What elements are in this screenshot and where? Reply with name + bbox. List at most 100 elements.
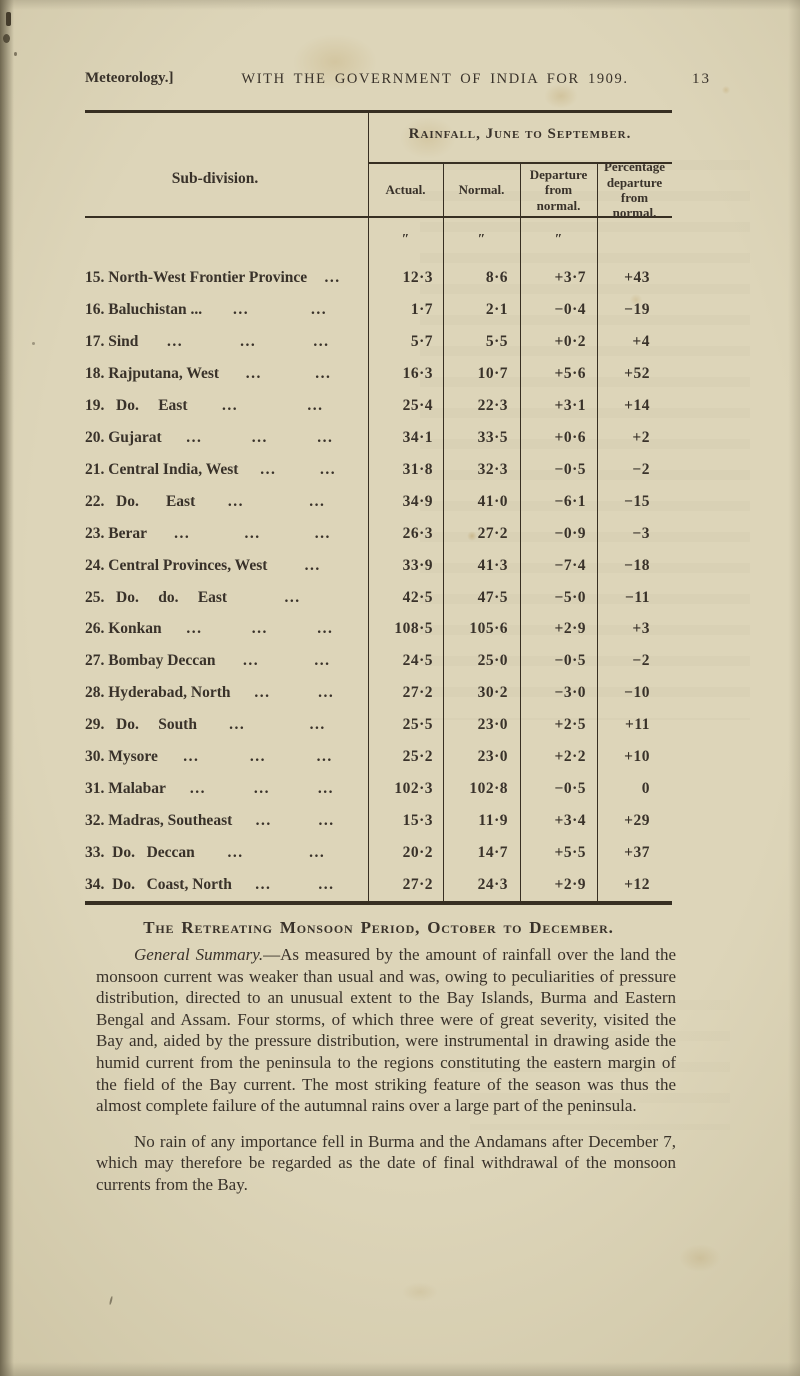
value-percent: +4 <box>632 332 650 350</box>
dot-leader: ... <box>324 268 341 286</box>
section-heading: The Retreating Monsoon Period, October t… <box>143 918 614 937</box>
subdivision-name: 27. Bombay Deccan <box>85 652 216 670</box>
value-actual: 15·3 <box>402 812 433 830</box>
running-head-title: WITH THE GOVERNMENT OF INDIA FOR 1909. <box>241 71 629 87</box>
subdivision-name: 15. North-West Frontier Province <box>85 268 308 286</box>
dot-leader: ... <box>307 396 324 414</box>
table-row: 18. Rajputana, West...... 16·3 10·7 +5·6 +52 <box>85 358 672 390</box>
column-divider <box>443 163 445 905</box>
table-bottom-rule <box>85 901 672 905</box>
dot-leader: ... <box>317 780 335 798</box>
subdivision-name: 18. Rajputana, West <box>85 364 220 382</box>
table-row: 22. Do. East...... 34·9 41·0 −6·1 −15 <box>85 486 672 518</box>
paragraph-general-summary: General Summary.—As measured by the amou… <box>96 944 676 1117</box>
subdivision-name: 22. Do. East <box>85 492 196 510</box>
table-row: 28. Hyderabad, North...... 27·2 30·2 −3·0 −1… <box>85 677 672 709</box>
value-percent: −11 <box>625 588 650 606</box>
dot-leader: ... <box>318 876 335 894</box>
table-row: 27. Bombay Deccan...... 24·5 25·0 −0·5 −2 <box>85 645 672 677</box>
column-header-actual: Actual. <box>385 182 426 198</box>
table-row: 30. Mysore......... 25·2 23·0 +2·2 +10 <box>85 741 672 773</box>
unit-marks-row: ″ ″ ″ <box>85 218 672 262</box>
value-actual: 1·7 <box>410 300 433 318</box>
subdivision-label: 20. Gujarat......... <box>85 429 368 447</box>
row-header-label: Sub-division. <box>171 170 259 187</box>
value-actual: 25·2 <box>402 748 433 766</box>
page-number: 13 <box>692 71 711 87</box>
value-actual: 108·5 <box>394 620 433 638</box>
value-departure: −5·0 <box>554 588 586 606</box>
dot-leader: ... <box>183 748 200 766</box>
table-group-title: Rainfall, June to September. <box>408 126 632 142</box>
column-headers: Actual. Normal. Departure from normal. P… <box>368 159 672 220</box>
value-normal: 11·9 <box>478 812 508 830</box>
subdivision-label: 17. Sind......... <box>85 333 368 351</box>
subdivision-name: 33. Do. Deccan <box>85 844 195 862</box>
paragraph-text: —As measured by the amount of rainfall o… <box>96 945 677 1116</box>
value-departure: +2·2 <box>554 748 586 766</box>
table-row: 15. North-West Frontier Province... 12·3 8… <box>85 262 672 294</box>
table-row: 19. Do. East...... 25·4 22·3 +3·1 +14 <box>85 390 672 422</box>
dot-leader: ... <box>174 524 191 542</box>
table-row: 34. Do. Coast, North...... 27·2 24·3 +2·9 +1… <box>85 869 672 901</box>
scan-speck <box>14 52 17 56</box>
value-percent: +3 <box>632 620 650 638</box>
dot-leader: ... <box>304 556 321 574</box>
running-head: Meteorology.] WITH THE GOVERNMENT OF IND… <box>85 70 715 94</box>
value-percent: +12 <box>624 876 650 894</box>
dot-leader: ... <box>254 684 271 702</box>
value-normal: 5·5 <box>485 332 508 350</box>
value-normal: 27·2 <box>477 524 508 542</box>
running-head-left: Meteorology.] <box>85 70 174 86</box>
subdivision-name: 28. Hyderabad, North <box>85 684 231 702</box>
subdivision-label: 21. Central India, West...... <box>85 461 368 479</box>
value-actual: 25·5 <box>402 716 433 734</box>
value-normal: 41·3 <box>477 556 508 574</box>
table-row: 23. Berar......... 26·3 27·2 −0·9 −3 <box>85 518 672 550</box>
value-actual: 102·3 <box>394 780 433 798</box>
value-normal: 23·0 <box>477 748 508 766</box>
value-actual: 25·4 <box>402 396 433 414</box>
value-actual: 26·3 <box>402 524 433 542</box>
dot-leader: ... <box>253 780 271 798</box>
value-departure: +0·2 <box>554 332 586 350</box>
subdivision-label: 25. Do. do. East... <box>85 589 368 607</box>
dot-leader: ... <box>186 620 203 638</box>
subdivision-label: 32. Madras, Southeast...... <box>85 812 368 830</box>
subdivision-name: 26. Konkan <box>85 620 162 638</box>
dot-leader: ... <box>189 780 206 798</box>
subdivision-name: 25. Do. do. East <box>85 588 228 606</box>
dot-leader: ... <box>244 524 261 542</box>
column-divider <box>368 113 370 905</box>
value-percent: −15 <box>624 492 650 510</box>
rainfall-table: Sub-division. Rainfall, June to Septembe… <box>85 110 672 905</box>
value-normal: 2·1 <box>485 300 508 318</box>
dot-leader: ... <box>309 844 326 862</box>
subdivision-name: 16. Baluchistan ... <box>85 300 203 318</box>
subdivision-label: 16. Baluchistan ......... <box>85 301 368 319</box>
dot-leader: ... <box>309 492 326 510</box>
dot-leader: ... <box>251 428 268 446</box>
inch-mark: ″ <box>477 232 486 247</box>
value-departure: −6·1 <box>554 492 586 510</box>
inch-mark: ″ <box>401 232 410 247</box>
paragraph-no-rain: No rain of any importance fell in Burma … <box>96 1131 676 1196</box>
value-departure: +3·4 <box>554 812 586 830</box>
dot-leader: ... <box>320 460 337 478</box>
value-percent: −2 <box>632 460 650 478</box>
dot-leader: ... <box>245 364 262 382</box>
dot-leader: ... <box>318 812 335 830</box>
subdivision-label: 30. Mysore......... <box>85 748 368 766</box>
value-percent: +52 <box>624 364 650 382</box>
dot-leader: ... <box>243 652 260 670</box>
value-actual: 27·2 <box>402 876 433 894</box>
dot-leader: ... <box>186 428 203 446</box>
table-top-rule <box>85 110 672 113</box>
column-header-normal: Normal. <box>458 182 505 198</box>
value-percent: +10 <box>624 748 650 766</box>
value-actual: 24·5 <box>402 652 433 670</box>
column-divider <box>520 163 522 905</box>
value-percent: −10 <box>624 684 650 702</box>
subdivision-label: 27. Bombay Deccan...... <box>85 652 368 670</box>
dot-leader: ... <box>166 332 184 350</box>
